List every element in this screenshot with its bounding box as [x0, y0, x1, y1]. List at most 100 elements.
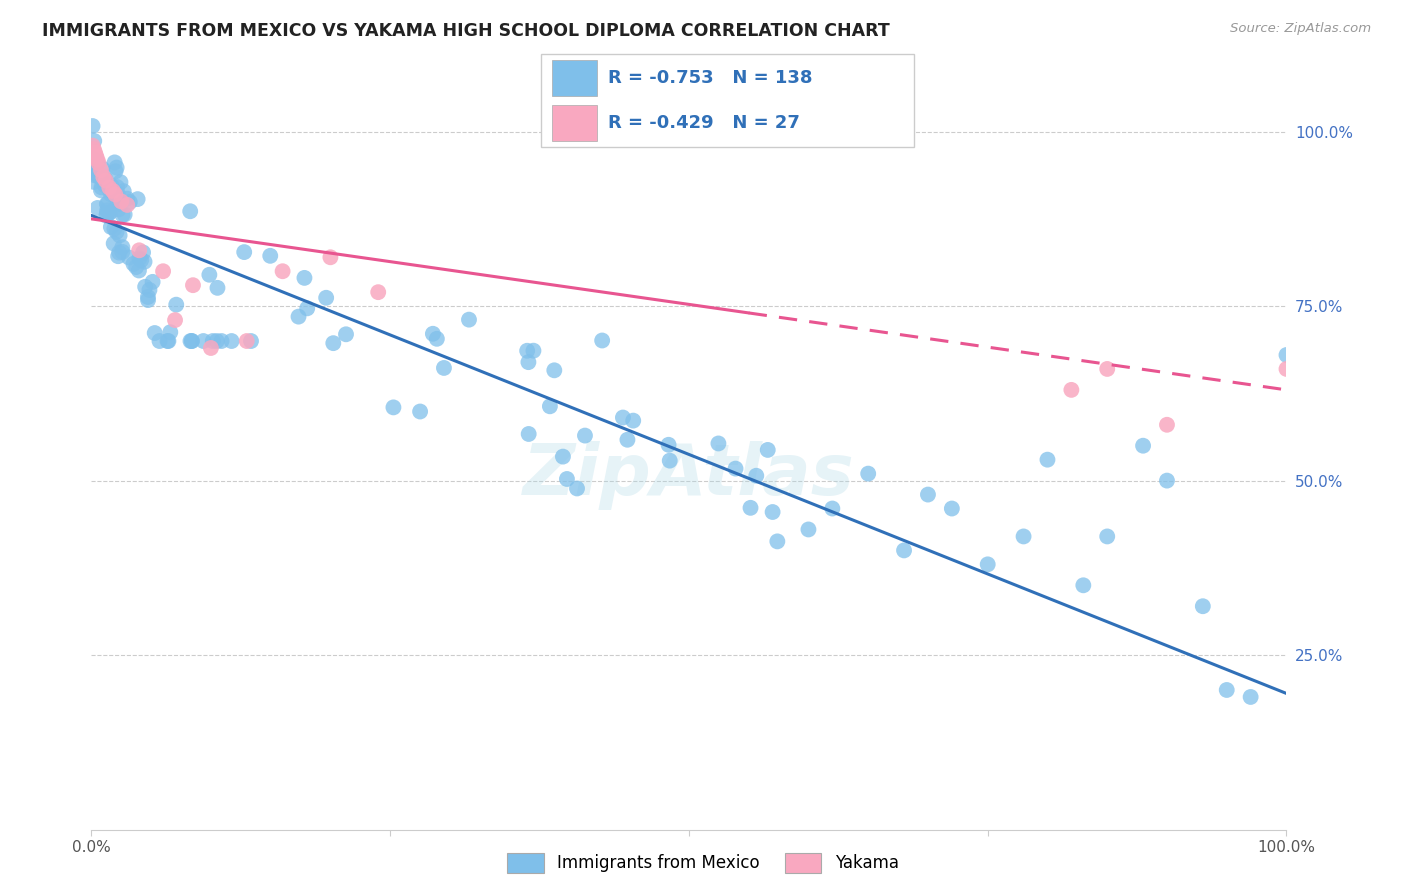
Point [104, 187, 127, 202]
Point [976, 558, 998, 572]
Point [105, 180, 128, 194]
Point [110, 196, 132, 211]
Point [125, 260, 148, 274]
Text: R = -0.753   N = 138: R = -0.753 N = 138 [609, 69, 813, 87]
Point [517, 355, 540, 369]
Point [157, 334, 180, 348]
Point [551, 450, 574, 464]
Point [83, 175, 105, 189]
Point [83, 134, 105, 148]
Point [856, 467, 880, 481]
Point [761, 505, 783, 519]
Point [200, 341, 222, 355]
Point [221, 334, 243, 348]
Point [538, 399, 561, 413]
Point [821, 501, 844, 516]
Point [766, 534, 789, 549]
Point [100, 219, 122, 234]
Point [96, 197, 118, 211]
Point [1192, 599, 1215, 614]
Point [108, 228, 131, 243]
Point [287, 310, 309, 324]
Point [100, 187, 122, 202]
Point [198, 268, 221, 282]
Point [86, 153, 108, 167]
Point [271, 264, 294, 278]
Point [193, 334, 215, 348]
Point [98, 206, 121, 220]
Point [240, 334, 263, 348]
Point [740, 500, 762, 515]
Point [319, 250, 342, 264]
Point [118, 251, 141, 265]
Point [658, 438, 681, 452]
Point [107, 186, 129, 201]
Point [591, 334, 613, 348]
Legend: Immigrants from Mexico, Yakama: Immigrants from Mexico, Yakama [501, 847, 905, 880]
Point [105, 225, 128, 239]
Point [621, 414, 644, 428]
Point [114, 207, 136, 221]
Point [111, 240, 134, 254]
Point [100, 184, 122, 198]
Point [181, 278, 204, 293]
Point [1060, 383, 1083, 397]
FancyBboxPatch shape [541, 54, 914, 147]
Point [96, 207, 118, 221]
Point [516, 343, 538, 358]
Point [87, 156, 110, 170]
Point [1036, 452, 1059, 467]
Point [201, 334, 224, 348]
Point [96, 203, 118, 218]
Point [98, 206, 121, 220]
Text: IMMIGRANTS FROM MEXICO VS YAKAMA HIGH SCHOOL DIPLOMA CORRELATION CHART: IMMIGRANTS FROM MEXICO VS YAKAMA HIGH SC… [42, 22, 890, 40]
Point [93, 172, 115, 186]
Point [91, 171, 114, 186]
FancyBboxPatch shape [553, 105, 598, 141]
Point [91, 161, 114, 176]
Point [136, 290, 159, 304]
Point [132, 245, 155, 260]
Point [574, 428, 596, 442]
Point [129, 253, 152, 268]
Point [522, 343, 544, 358]
Point [105, 196, 128, 211]
Point [108, 245, 131, 260]
Point [96, 209, 118, 223]
Point [136, 293, 159, 307]
Point [107, 202, 129, 217]
Point [134, 279, 156, 293]
Point [211, 334, 233, 348]
Point [1156, 417, 1178, 432]
Point [159, 325, 181, 339]
Point [128, 252, 150, 266]
Point [294, 271, 316, 285]
Point [103, 221, 125, 235]
Point [110, 194, 132, 209]
Point [612, 410, 634, 425]
Point [707, 436, 730, 450]
Point [98, 180, 121, 194]
Point [205, 334, 228, 348]
Point [409, 404, 432, 418]
Point [433, 360, 456, 375]
Point [94, 178, 117, 193]
Point [94, 173, 117, 187]
Point [115, 192, 138, 206]
Point [893, 543, 915, 558]
Text: R = -0.429   N = 27: R = -0.429 N = 27 [609, 114, 800, 132]
Point [110, 175, 132, 189]
Point [112, 184, 135, 198]
Point [128, 244, 150, 258]
Point [86, 155, 108, 169]
Point [94, 172, 117, 186]
Point [1275, 348, 1298, 362]
Point [555, 472, 578, 486]
Point [724, 461, 747, 475]
Point [128, 263, 150, 277]
Point [1275, 362, 1298, 376]
Point [180, 334, 202, 348]
Text: ZipAtlas: ZipAtlas [523, 441, 855, 510]
Point [297, 301, 319, 316]
Point [105, 161, 128, 175]
